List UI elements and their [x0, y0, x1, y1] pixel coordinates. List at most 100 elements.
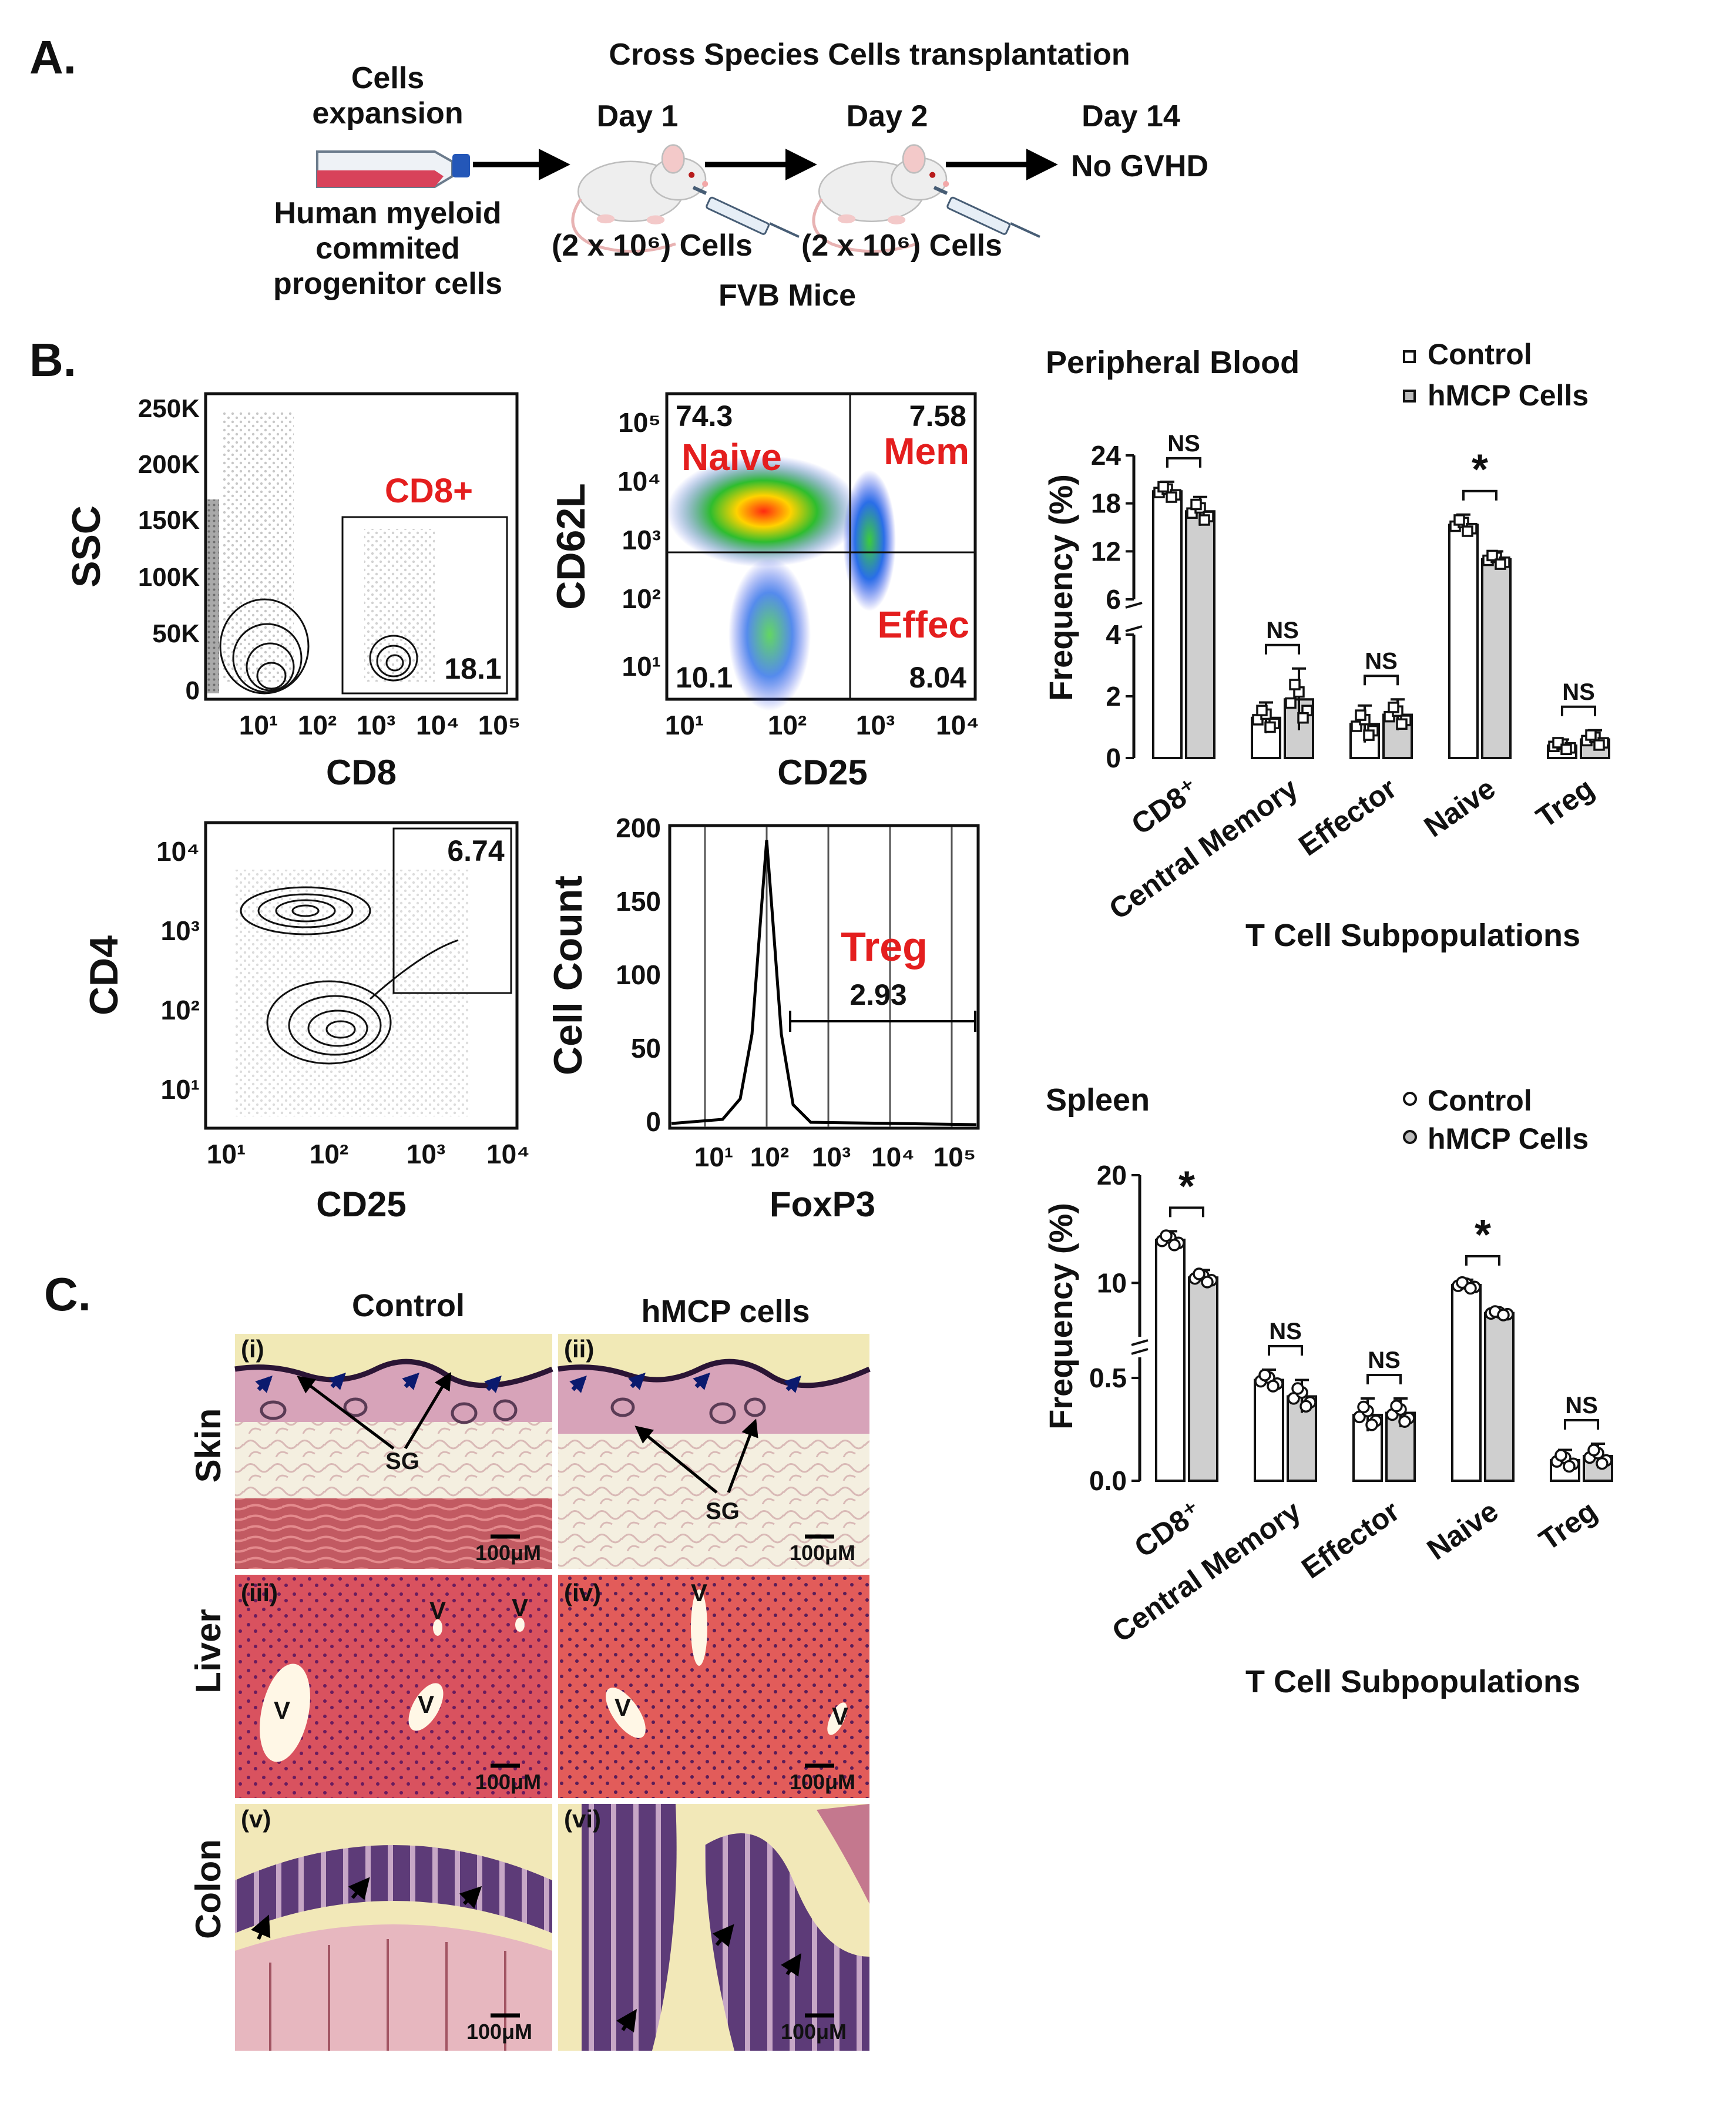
y-tick: 0 [186, 676, 200, 705]
y-axis-label: Frequency (%) [1042, 474, 1079, 701]
density-effector [843, 470, 896, 611]
significance-label: * [1475, 1212, 1491, 1259]
panel-a-title: Cross Species Cells transplantation [609, 38, 1130, 72]
y-tick-label: 24 [1091, 440, 1121, 471]
scatter-cloud [223, 411, 294, 682]
bar-hmcp [1188, 1276, 1218, 1483]
significance-bracket [1462, 489, 1497, 501]
plot-frame [668, 824, 980, 1130]
x-tick-label: Naive [1418, 772, 1501, 843]
y-tick: 10³ [161, 915, 200, 946]
x-tick: 10⁵ [478, 710, 521, 740]
x-tick-label: Treg [1533, 1494, 1603, 1557]
flow-plot-foxp3-histogram: Cell Count 200 150 100 50 0 10¹ 10² 10³ … [546, 813, 980, 1224]
plot-frame [665, 392, 977, 701]
x-axis-label: T Cell Subpopulations [1245, 918, 1580, 953]
data-point [1464, 1282, 1477, 1295]
mem-label: Mem [884, 430, 969, 472]
data-point [1267, 1380, 1280, 1393]
x-tick-label: Naive [1421, 1494, 1504, 1566]
data-point [1193, 1267, 1206, 1280]
y-tick: 10² [622, 583, 661, 614]
culture-flask-icon [316, 150, 470, 188]
plot-frame [204, 821, 519, 1130]
x-tick: 10³ [407, 1139, 445, 1169]
y-tick: 10³ [622, 525, 661, 555]
y-tick: 10¹ [161, 1074, 200, 1105]
expansion-label: Cells [351, 61, 424, 95]
axis-break-mark [1131, 1348, 1149, 1355]
data-point [1552, 737, 1564, 749]
quadrant-tl-value: 74.3 [676, 400, 733, 432]
gate-cloud [364, 529, 435, 682]
y-tick-label: 18 [1091, 488, 1121, 519]
y-tick-label: 12 [1091, 536, 1121, 566]
density-naive [667, 455, 861, 567]
expansion-label-2: expansion [312, 96, 463, 130]
legend-swatch-hmcp [1403, 1130, 1417, 1144]
significance-label: NS [1167, 431, 1200, 457]
scale-label: 100μM [466, 2020, 532, 2044]
scale-label: 100μM [781, 2020, 847, 2044]
roman-label: (ii) [564, 1335, 594, 1363]
data-point [1168, 1239, 1181, 1252]
x-tick: 10⁵ [934, 1142, 976, 1172]
x-tick: 10⁴ [486, 1139, 530, 1169]
panel-label-c: C. [44, 1268, 91, 1320]
y-axis-label: SSC [64, 505, 109, 588]
y-tick: 10¹ [622, 651, 661, 682]
x-tick: 10⁴ [936, 710, 979, 740]
chart-title: Spleen [1046, 1082, 1150, 1118]
data-point [1363, 729, 1375, 741]
x-tick: 10¹ [207, 1139, 246, 1169]
bar-chart-peripheral-blood: Peripheral Blood Control hMCP Cells Freq… [1042, 338, 1610, 953]
data-point [1486, 549, 1498, 562]
dose-label-1: (2 x 10⁶) Cells [552, 229, 753, 263]
gate-value: 2.93 [849, 978, 906, 1011]
significance-label: NS [1365, 648, 1398, 674]
row-label-skin: Skin [189, 1408, 228, 1483]
x-tick: 10³ [357, 710, 395, 740]
y-axis-label: Cell Count [546, 876, 590, 1075]
data-point [1355, 709, 1366, 721]
x-tick-label: Effector [1292, 772, 1402, 862]
roman-label: (iii) [241, 1579, 278, 1606]
quadrant-bl-value: 10.1 [676, 661, 733, 694]
y-tick: 250K [138, 394, 200, 423]
x-axis-label: CD25 [777, 753, 867, 792]
day2-label: Day 2 [847, 99, 928, 133]
data-point [1388, 702, 1399, 713]
treg-label: Treg [841, 924, 928, 970]
significance-bracket [1366, 1374, 1402, 1384]
legend-swatch-hmcp [1403, 390, 1416, 403]
significance-bracket [1166, 457, 1201, 468]
contour-population-1 [219, 598, 310, 695]
data-point [1201, 1276, 1214, 1289]
y-tick: 150K [138, 506, 200, 535]
scale-label: 100μM [475, 1541, 541, 1565]
quadrant-br-value: 8.04 [909, 661, 967, 694]
quadrant-tr-value: 7.58 [909, 400, 966, 432]
legend-label-control: Control [1428, 1084, 1532, 1117]
data-point [1291, 1382, 1304, 1395]
data-point [1456, 1276, 1469, 1289]
y-tick: 0 [646, 1106, 661, 1137]
x-axis-label: FoxP3 [770, 1185, 875, 1224]
roman-label: (vi) [564, 1805, 601, 1833]
y-tick: 10⁴ [156, 836, 200, 867]
data-point [1596, 1457, 1609, 1470]
data-point [1357, 1400, 1370, 1414]
bar-hmcp [1484, 1312, 1515, 1483]
vessel-label: V [274, 1696, 290, 1724]
x-axis-label: CD8 [326, 753, 397, 792]
panel-a-schematic: Cross Species Cells transplantation Cell… [273, 38, 1208, 313]
x-tick-label: Effector [1295, 1494, 1405, 1585]
y-tick: 150 [616, 886, 661, 917]
day14-label: Day 14 [1082, 99, 1180, 133]
x-tick-label: CD8⁺ [1126, 772, 1206, 841]
significance-bracket [1564, 1419, 1599, 1430]
y-tick: 50K [152, 619, 200, 648]
y-tick: 50 [631, 1033, 661, 1064]
roman-label: (i) [241, 1335, 264, 1363]
